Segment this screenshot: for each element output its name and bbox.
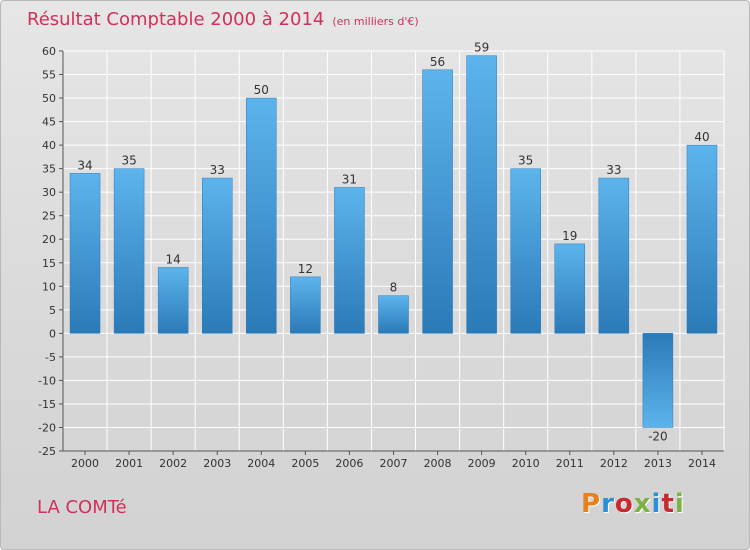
y-tick-label: 35 [42, 163, 56, 176]
y-tick-label: 50 [42, 92, 56, 105]
y-tick-label: 25 [42, 210, 56, 223]
value-label: 34 [77, 158, 92, 172]
chart-unit: (en milliers d'€) [332, 15, 419, 28]
bar-2011 [554, 243, 586, 334]
x-tick-label: 2014 [688, 457, 716, 470]
bar-2014 [686, 144, 718, 334]
bar-2008 [422, 69, 453, 334]
logo-letter: x [633, 489, 652, 519]
y-tick-label: 5 [49, 304, 56, 317]
value-label: 33 [210, 163, 225, 177]
y-tick-label: 45 [42, 116, 56, 129]
value-label: 8 [390, 281, 398, 295]
bar-2009 [466, 55, 497, 334]
value-label: 19 [562, 229, 577, 243]
value-label: 33 [606, 163, 621, 177]
value-label: 35 [518, 154, 533, 168]
x-tick-label: 2009 [468, 457, 496, 470]
x-tick-label: 2001 [115, 457, 143, 470]
x-tick-label: 2003 [203, 457, 231, 470]
y-tick-label: 10 [42, 280, 56, 293]
y-tick-label: -15 [38, 398, 56, 411]
y-tick-label: 30 [42, 186, 56, 199]
x-tick-label: 2004 [247, 457, 275, 470]
bar-2005 [290, 276, 321, 334]
y-tick-label: -10 [38, 374, 56, 387]
value-label: 14 [166, 252, 181, 266]
proxiti-logo[interactable]: Proxiti [581, 489, 685, 519]
x-tick-label: 2005 [291, 457, 319, 470]
value-label: 31 [342, 172, 357, 186]
x-tick-label: 2011 [556, 457, 584, 470]
bar-2006 [334, 187, 365, 334]
bar-2007 [378, 295, 409, 334]
x-tick-label: 2010 [512, 457, 540, 470]
logo-letter: i [651, 489, 662, 519]
y-tick-label: 40 [42, 139, 56, 152]
y-tick-label: 20 [42, 233, 56, 246]
y-tick-label: -25 [38, 445, 56, 458]
value-label: 59 [474, 41, 489, 55]
place-name: LA COMTé [37, 497, 127, 518]
y-tick-label: 55 [42, 69, 56, 82]
value-label: 40 [694, 130, 709, 144]
bar-2001 [113, 168, 145, 334]
x-tick-label: 2013 [644, 457, 672, 470]
y-tick-label: 15 [42, 257, 56, 270]
logo-letter: t [661, 489, 675, 519]
logo-letter: i [674, 489, 685, 519]
logo-letter: P [581, 489, 602, 519]
value-label: 56 [430, 55, 445, 69]
y-tick-label: 60 [42, 45, 56, 58]
bar-2013 [642, 333, 674, 428]
value-label: 12 [298, 262, 313, 276]
logo-letter: r [601, 489, 615, 519]
chart-title-text: Résultat Comptable 2000 à 2014 [27, 9, 325, 30]
value-label: 35 [121, 154, 136, 168]
y-tick-label: -5 [45, 351, 56, 364]
bar-2000 [69, 173, 101, 334]
y-tick-label: 0 [49, 327, 56, 340]
bar-2010 [510, 168, 541, 334]
x-tick-label: 2006 [335, 457, 363, 470]
bar-2012 [598, 177, 630, 334]
value-label: -20 [648, 429, 668, 443]
x-tick-label: 2008 [424, 457, 452, 470]
bar-2004 [246, 97, 277, 334]
value-label: 50 [254, 83, 269, 97]
x-tick-label: 2007 [380, 457, 408, 470]
y-tick-label: -20 [38, 421, 56, 434]
bar-2002 [157, 267, 189, 334]
x-tick-label: 2000 [71, 457, 99, 470]
chart-title: Résultat Comptable 2000 à 2014 (en millie… [27, 9, 419, 30]
x-tick-label: 2002 [159, 457, 187, 470]
bar-2003 [201, 177, 233, 334]
x-tick-label: 2012 [600, 457, 628, 470]
logo-letter: o [614, 489, 634, 519]
